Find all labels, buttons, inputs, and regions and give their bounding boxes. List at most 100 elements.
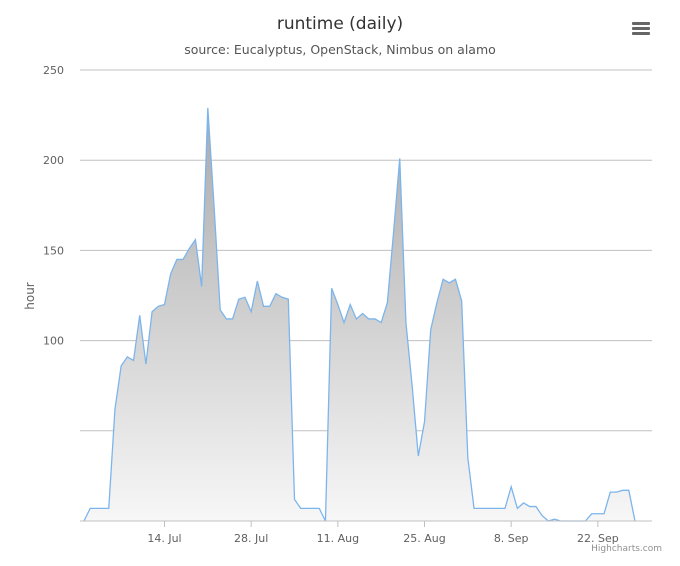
series-line[interactable] [83,107,636,522]
data-point[interactable] [200,284,204,288]
data-point[interactable] [268,304,272,308]
data-point[interactable] [528,505,532,509]
data-point[interactable] [193,238,197,242]
hamburger-menu-icon-bar [632,32,650,35]
data-point[interactable] [156,304,160,308]
data-point[interactable] [138,313,142,317]
data-point[interactable] [367,317,371,321]
data-point[interactable] [299,506,303,510]
data-point[interactable] [305,506,309,510]
data-point[interactable] [602,512,606,516]
data-point[interactable] [398,156,402,160]
data-point[interactable] [497,506,501,510]
data-point[interactable] [187,247,191,251]
data-point[interactable] [373,317,377,321]
data-point[interactable] [162,303,166,307]
data-point[interactable] [311,506,315,510]
x-tick-label: 25. Aug [403,532,445,545]
data-point[interactable] [119,364,123,368]
data-point[interactable] [237,297,241,301]
data-point[interactable] [503,506,507,510]
x-tick-label: 14. Jul [147,532,181,545]
data-point[interactable] [144,362,148,366]
data-point[interactable] [515,506,519,510]
data-point[interactable] [107,506,111,510]
data-point[interactable] [113,407,117,411]
data-point[interactable] [429,328,433,332]
data-point[interactable] [348,303,352,307]
data-point[interactable] [509,485,513,489]
data-point[interactable] [534,505,538,509]
data-point[interactable] [218,308,222,312]
data-point[interactable] [342,321,346,325]
data-point[interactable] [292,497,296,501]
data-point[interactable] [472,506,476,510]
data-point[interactable] [441,277,445,281]
data-point[interactable] [590,512,594,516]
series-layer [83,106,636,522]
data-point[interactable] [379,321,383,325]
x-tick-label: 8. Sep [494,532,529,545]
data-point[interactable] [286,297,290,301]
data-point[interactable] [416,454,420,458]
data-point[interactable] [224,317,228,321]
data-point[interactable] [243,295,247,299]
data-point[interactable] [330,286,334,290]
data-point[interactable] [88,506,92,510]
data-point[interactable] [101,506,105,510]
data-point[interactable] [385,301,389,305]
data-point[interactable] [484,506,488,510]
data-point[interactable] [206,106,210,110]
data-point[interactable] [169,272,173,276]
y-tick-label: 150 [43,244,64,257]
y-tick-label: 200 [43,154,64,167]
y-tick-label: 100 [43,335,64,348]
data-point[interactable] [596,512,600,516]
series-area-fill [84,107,635,521]
data-point[interactable] [608,490,612,494]
data-point[interactable] [231,317,235,321]
data-point[interactable] [262,304,266,308]
data-point[interactable] [317,506,321,510]
data-point[interactable] [627,488,631,492]
data-point[interactable] [466,456,470,460]
data-point[interactable] [621,488,625,492]
data-point[interactable] [614,490,618,494]
data-point[interactable] [274,292,278,296]
data-point[interactable] [460,299,464,303]
data-point[interactable] [392,230,396,234]
data-point[interactable] [212,203,216,207]
data-point[interactable] [522,501,526,505]
data-point[interactable] [336,303,340,307]
data-point[interactable] [404,321,408,325]
chart-menu-button[interactable] [626,16,656,42]
data-point[interactable] [280,295,284,299]
data-point[interactable] [150,310,154,314]
chart-subtitle: source: Eucalyptus, OpenStack, Nimbus on… [184,42,496,57]
data-point[interactable] [491,506,495,510]
data-point[interactable] [255,279,259,283]
data-point[interactable] [361,312,365,316]
data-point[interactable] [175,257,179,261]
hamburger-menu-icon-bar [632,27,650,30]
data-point[interactable] [181,257,185,261]
data-point[interactable] [435,301,439,305]
data-point[interactable] [447,281,451,285]
data-point[interactable] [125,355,129,359]
data-point[interactable] [423,420,427,424]
data-point[interactable] [94,506,98,510]
x-tick-label: 28. Jul [234,532,268,545]
hamburger-menu-icon [632,22,650,25]
data-point[interactable] [478,506,482,510]
data-point[interactable] [354,317,358,321]
data-point[interactable] [540,514,544,518]
axis-layer: 250 200 150 100 14. Jul 28. Jul 11. Aug 25. Aug… [43,64,652,545]
credits-link[interactable]: Highcharts.com [591,544,662,554]
data-point[interactable] [132,358,136,362]
data-point[interactable] [249,310,253,314]
chart-title: runtime (daily) [276,14,404,34]
data-point[interactable] [453,277,457,281]
data-point[interactable] [410,384,414,388]
